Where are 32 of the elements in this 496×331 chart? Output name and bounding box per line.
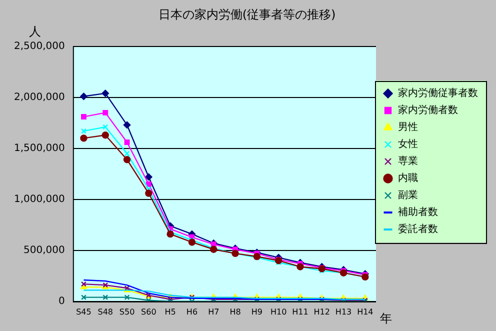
x-tick-label: H6 — [186, 307, 198, 316]
x-tick-label: H7 — [208, 307, 220, 316]
x-tick-label: S45 — [76, 307, 92, 316]
x-tick-label: H10 — [270, 307, 287, 316]
y-tick-label: 1,000,000 — [14, 194, 65, 205]
x-tick-label: S48 — [98, 307, 113, 316]
x-tick-label: H12 — [314, 307, 330, 316]
legend-label: 内職 — [398, 172, 418, 184]
legend-label: 委託者数 — [398, 223, 438, 236]
x-tick-label: H11 — [292, 307, 308, 316]
chart-title: 日本の家内労働(従事者等の推移) — [158, 7, 336, 22]
y-tick-label: 1,500,000 — [14, 142, 65, 154]
x-tick-label: H13 — [335, 307, 352, 316]
y-axis-title: 人 — [28, 24, 41, 39]
x-axis-title: 年 — [380, 312, 392, 326]
x-tick-label: H14 — [357, 307, 374, 316]
legend-label: 家内労働者数 — [398, 104, 458, 116]
y-tick-label: 0 — [58, 296, 65, 307]
legend-label: 副業 — [398, 189, 418, 202]
x-tick-label: H9 — [251, 307, 262, 316]
legend-label: 男性 — [398, 121, 418, 134]
legend-label: 女性 — [398, 138, 418, 150]
y-tick-label: 2,500,000 — [14, 40, 65, 52]
legend-label: 家内労働従事者数 — [398, 87, 478, 100]
x-tick-label: H5 — [164, 307, 176, 316]
x-tick-label: S60 — [141, 307, 156, 316]
legend-label: 専業 — [398, 155, 418, 168]
x-tick-label: S50 — [119, 307, 135, 316]
x-tick-label: H8 — [230, 307, 241, 316]
y-tick-label: 500,000 — [24, 244, 65, 256]
legend-label: 補助者数 — [398, 206, 438, 218]
y-tick-label: 2,000,000 — [14, 92, 65, 103]
